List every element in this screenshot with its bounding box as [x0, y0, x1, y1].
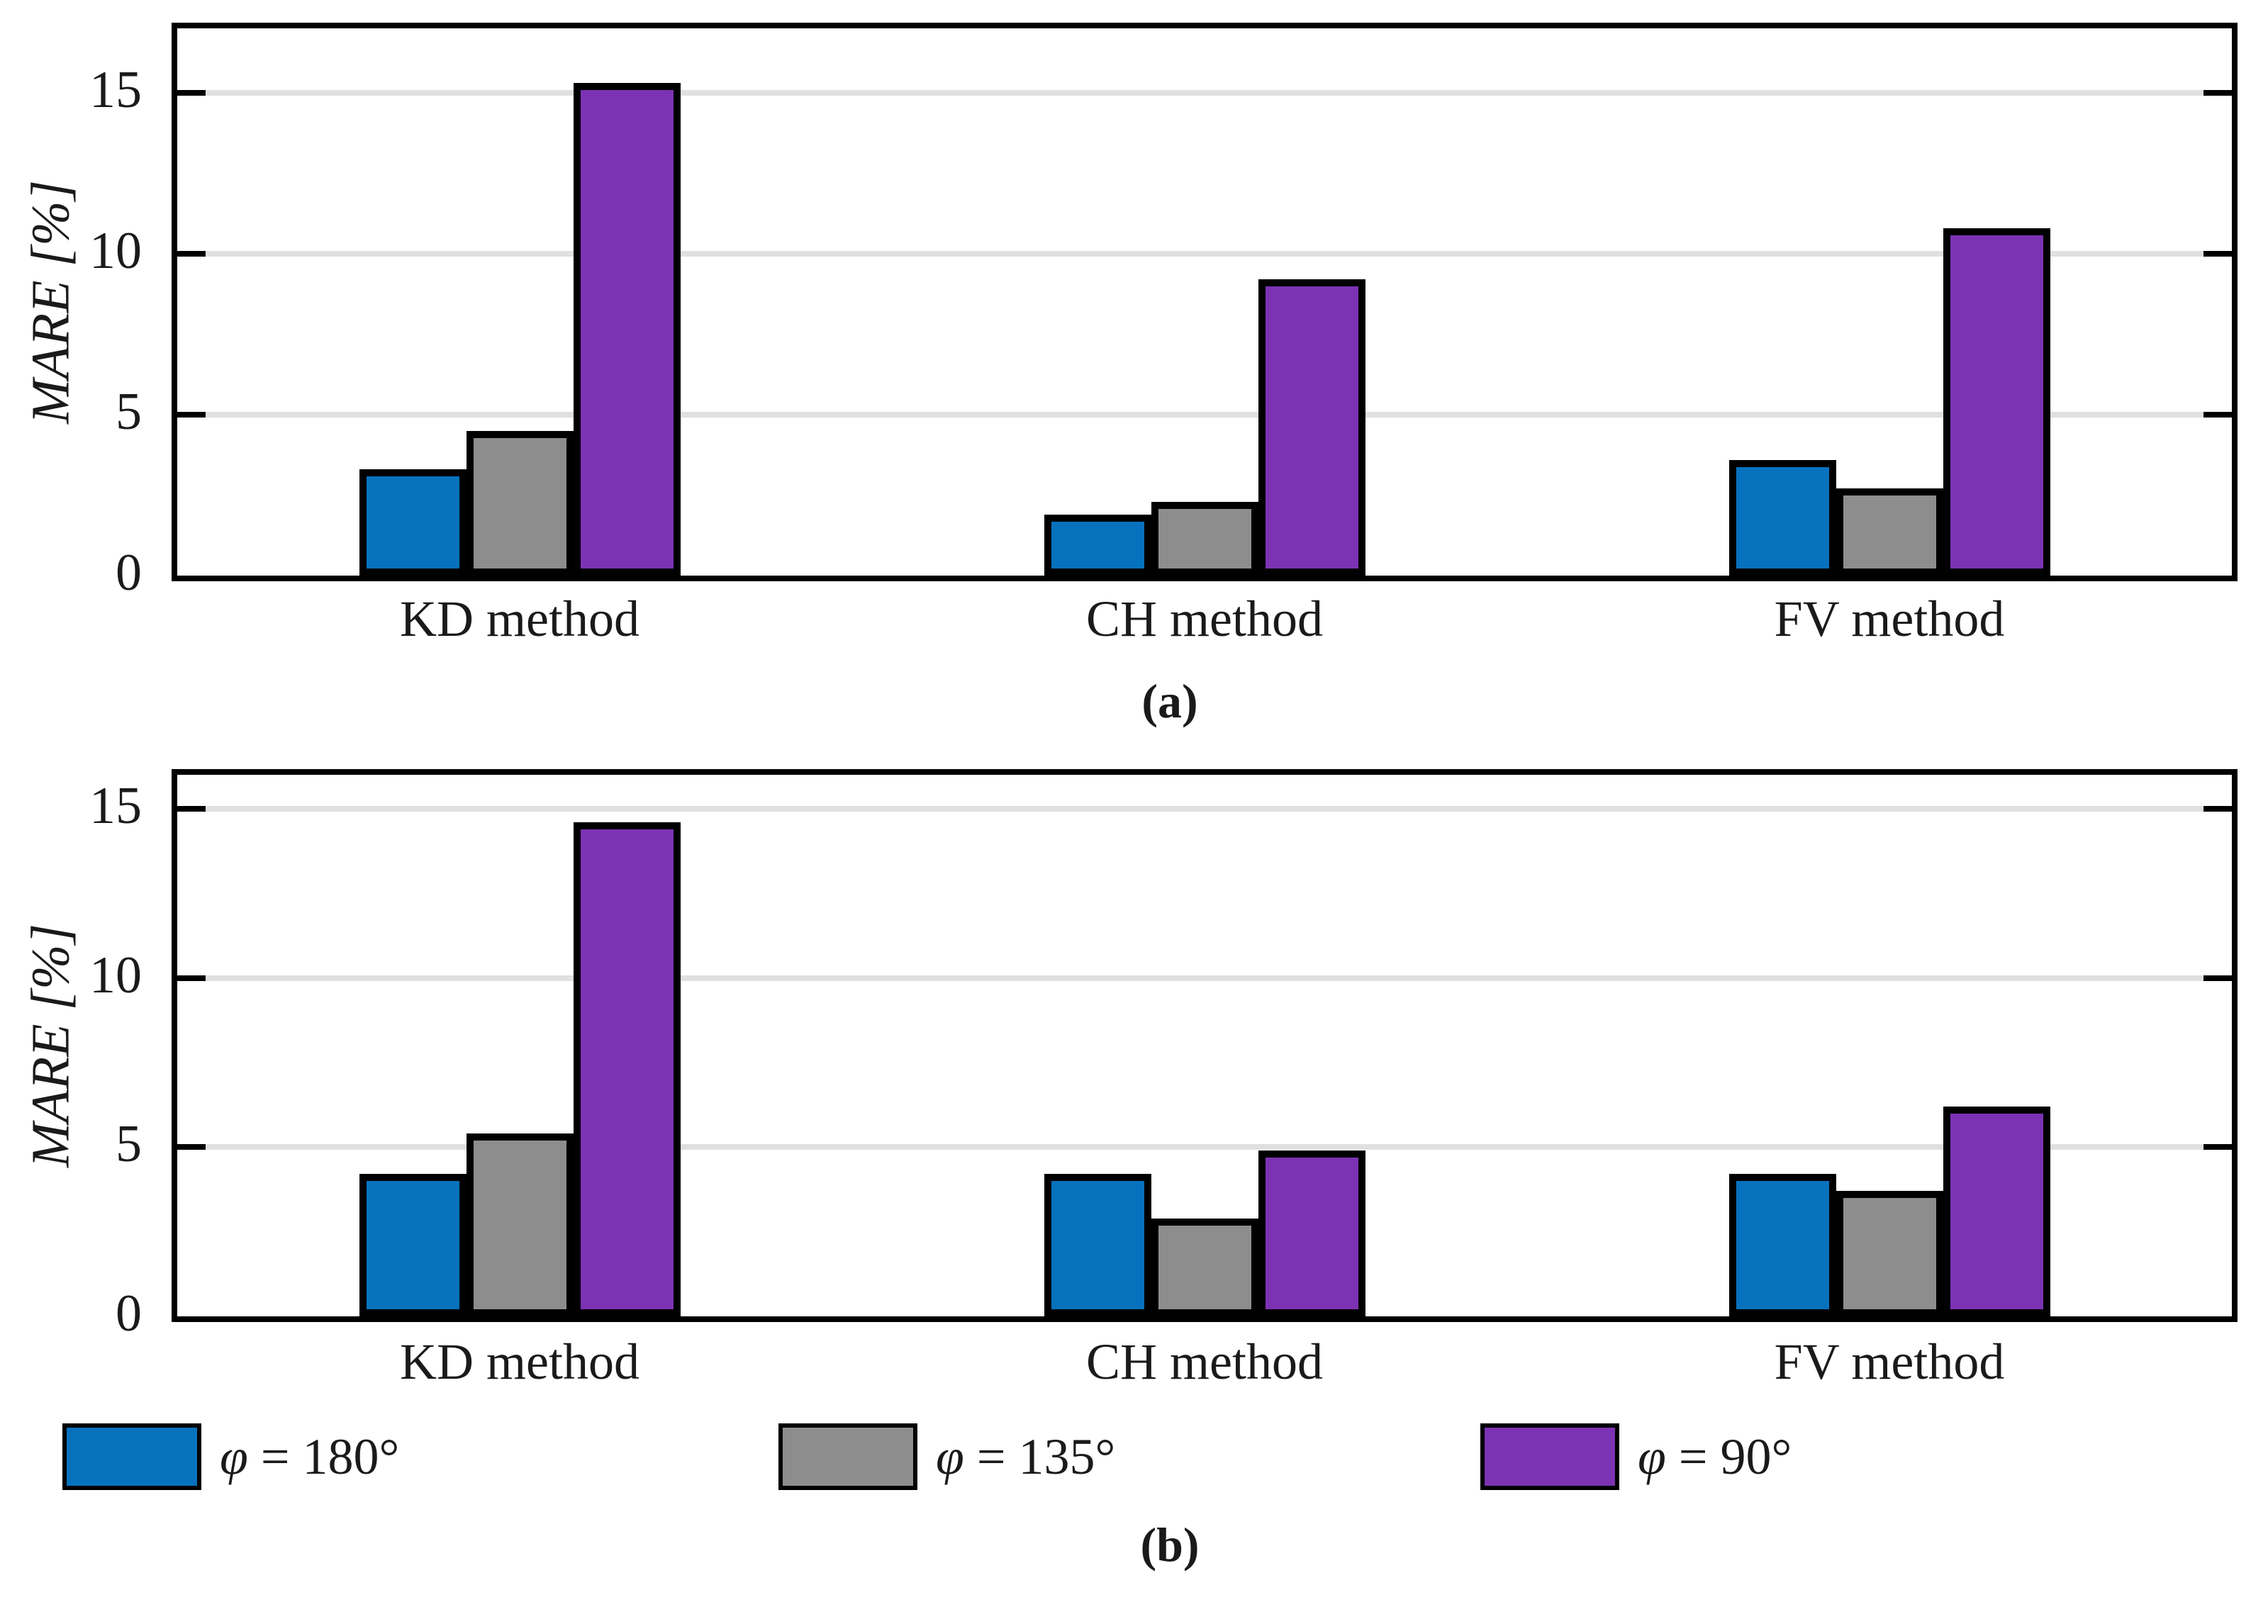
- bar-kd-phi180: [359, 469, 467, 576]
- y-tick-label-5: 5: [116, 1115, 142, 1174]
- x-category-label-ch: CH method: [1086, 590, 1323, 647]
- bar-ch-phi135: [1151, 1218, 1258, 1316]
- bar-kd-phi180: [359, 1174, 467, 1316]
- right-tick-y15: [2203, 89, 2232, 96]
- gridline-y10: [177, 250, 2232, 257]
- phi-symbol: φ: [220, 1428, 248, 1485]
- legend-label: φ = 90°: [1638, 1423, 1792, 1490]
- bar-kd-phi90: [573, 83, 681, 576]
- bar-kd-phi135: [466, 1133, 574, 1316]
- bar-fv-phi90: [1943, 228, 2050, 576]
- legend-text: = 135°: [963, 1428, 1116, 1485]
- bar-fv-phi90: [1943, 1106, 2050, 1316]
- gridline-y15: [177, 89, 2232, 96]
- right-tick-y15: [2203, 805, 2232, 812]
- right-tick-y5: [2203, 411, 2232, 418]
- x-category-label-fv: FV method: [1774, 1333, 2005, 1390]
- left-tick-y5: [177, 411, 206, 418]
- y-tick-label-0: 0: [116, 1284, 142, 1343]
- gridline-y5: [177, 1144, 2232, 1150]
- left-tick-y5: [177, 1144, 206, 1150]
- bar-kd-phi90: [573, 822, 681, 1316]
- legend-text: = 180°: [247, 1428, 400, 1485]
- plot-area: [172, 23, 2238, 581]
- y-tick-label-15: 15: [89, 60, 142, 119]
- bar-ch-phi180: [1044, 514, 1151, 576]
- legend-text: = 90°: [1665, 1428, 1792, 1485]
- bar-fv-phi180: [1728, 459, 1836, 576]
- y-tick-label-10: 10: [89, 946, 142, 1004]
- legend-swatch-blue: [62, 1423, 201, 1490]
- left-tick-y10: [177, 250, 206, 257]
- x-category-label-ch: CH method: [1086, 1333, 1323, 1390]
- x-category-label-kd: KD method: [400, 590, 639, 647]
- caption-b: (b): [1140, 1518, 1200, 1572]
- plot-area: [172, 769, 2238, 1322]
- y-tick-label-15: 15: [89, 776, 142, 835]
- bar-ch-phi90: [1258, 279, 1365, 576]
- legend-label: φ = 180°: [220, 1423, 399, 1490]
- right-tick-y10: [2203, 975, 2232, 981]
- legend-label: φ = 135°: [936, 1423, 1115, 1490]
- bar-fv-phi180: [1728, 1174, 1836, 1316]
- left-tick-y10: [177, 975, 206, 981]
- right-tick-y10: [2203, 250, 2232, 257]
- x-category-label-fv: FV method: [1774, 590, 2005, 647]
- gridline-y15: [177, 805, 2232, 812]
- legend-swatch-purple: [1480, 1423, 1619, 1490]
- x-category-label-kd: KD method: [400, 1333, 639, 1390]
- left-tick-y15: [177, 805, 206, 812]
- legend-swatch-gray: [778, 1423, 917, 1490]
- phi-symbol: φ: [1638, 1428, 1666, 1485]
- right-tick-y5: [2203, 1144, 2232, 1150]
- bar-ch-phi135: [1151, 501, 1258, 576]
- y-tick-label-0: 0: [116, 544, 142, 603]
- legend: φ = 180° φ = 135° φ = 90°: [0, 1423, 2268, 1494]
- phi-symbol: φ: [936, 1428, 964, 1485]
- gridline-y5: [177, 411, 2232, 418]
- left-tick-y15: [177, 89, 206, 96]
- bar-fv-phi135: [1836, 1191, 1943, 1316]
- caption-a: (a): [1141, 674, 1198, 728]
- gridline-y10: [177, 975, 2232, 981]
- bar-fv-phi135: [1836, 488, 1943, 576]
- y-tick-label-5: 5: [116, 383, 142, 442]
- bar-ch-phi180: [1044, 1174, 1151, 1316]
- bar-kd-phi135: [466, 430, 574, 576]
- bar-ch-phi90: [1258, 1150, 1365, 1316]
- y-tick-label-10: 10: [89, 221, 142, 280]
